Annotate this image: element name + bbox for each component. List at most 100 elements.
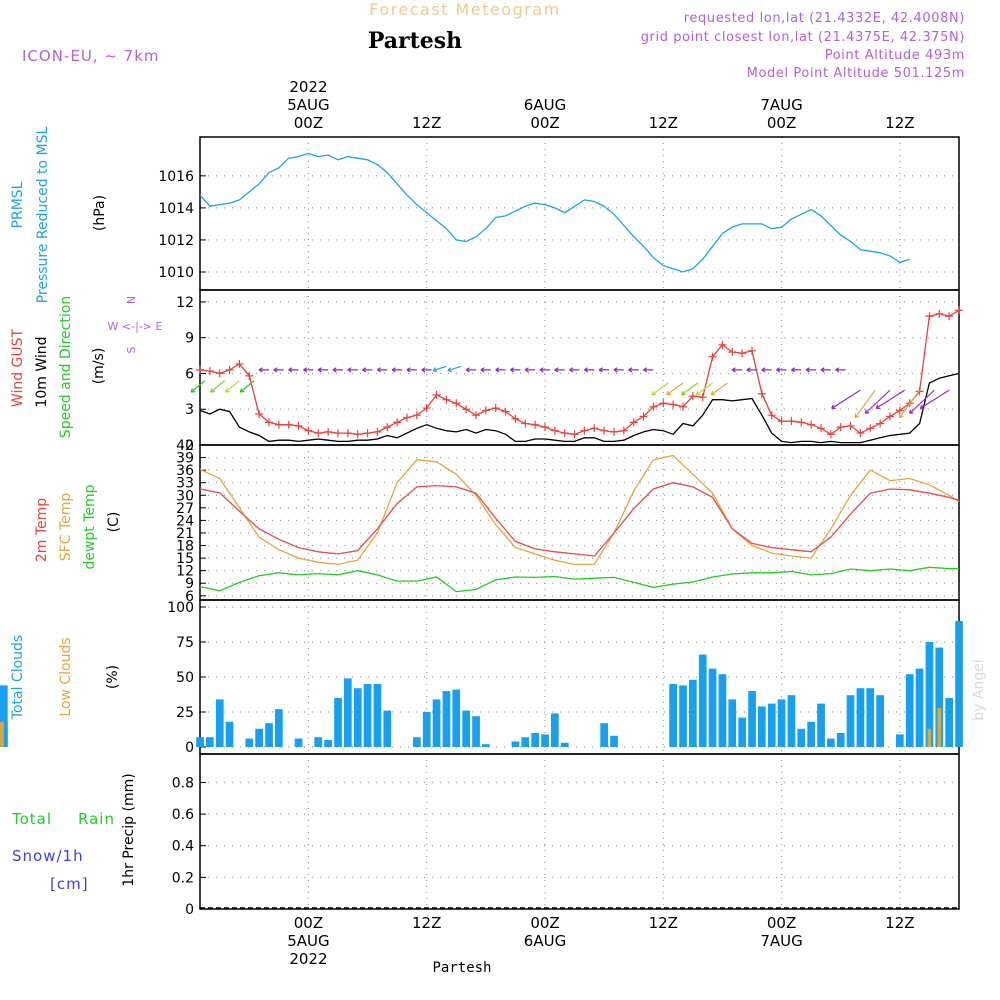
wind-direction-arrow — [317, 367, 329, 373]
wind-direction-arrow — [899, 389, 921, 419]
clouds-ytick-label: 75 — [176, 635, 194, 651]
gust-marker — [422, 404, 431, 413]
wind-direction-arrow — [854, 389, 876, 419]
gust-marker — [925, 312, 934, 321]
temperature-ytick-label: 18 — [176, 539, 194, 555]
wind-direction-arrow — [510, 367, 521, 373]
gust-marker — [748, 346, 756, 355]
total-cloud-bar — [196, 737, 204, 747]
total-cloud-bar — [334, 698, 342, 747]
wind-direction-arrow — [332, 367, 343, 373]
total-cloud-bar — [531, 733, 539, 747]
gust-label: Wind GUST — [10, 328, 26, 407]
gust-marker — [353, 430, 362, 439]
bottom-time-label: 00Z — [530, 914, 559, 932]
gust-marker — [866, 424, 875, 433]
total-cloud-bar — [422, 712, 431, 747]
total-cloud-bar — [896, 734, 904, 747]
top-time-label: 6AUG — [524, 96, 566, 114]
wind-direction-arrow — [613, 367, 624, 373]
total-cloud-bar — [0, 685, 8, 747]
total-cloud-bar — [846, 695, 855, 747]
cloud-unit-label: (%) — [105, 665, 121, 689]
total-cloud-bar — [452, 689, 461, 747]
wind-direction-arrow — [761, 367, 772, 373]
snow-label: Snow/1h — [12, 847, 84, 865]
gust-marker — [708, 352, 717, 361]
total-cloud-bar — [551, 713, 559, 747]
gust-marker — [886, 412, 894, 421]
gust-marker — [343, 429, 352, 438]
gust-marker — [196, 365, 204, 374]
precip-labels: Total Rain Snow/1h [cm] 1hr Precip (mm) — [11, 773, 137, 893]
top-time-label: 00Z — [294, 114, 323, 132]
low-cloud-bar — [927, 728, 932, 747]
temperature-ytick-label: 30 — [176, 488, 194, 504]
gust-marker — [718, 340, 727, 349]
temperature-ytick-label: 15 — [176, 551, 194, 567]
total-cloud-bar — [767, 703, 776, 747]
wind-direction-arrow — [239, 380, 255, 393]
sfc-temp-line — [199, 454, 960, 566]
gust-marker — [826, 430, 835, 439]
total-cloud-bar — [541, 734, 549, 747]
wind-direction-arrow — [225, 380, 240, 393]
gust-marker — [836, 423, 845, 432]
total-cloud-bar — [738, 717, 746, 747]
gust-marker — [245, 371, 254, 380]
precip-ytick-label: 0.8 — [172, 775, 194, 791]
wind-ytick-label: 3 — [185, 402, 194, 418]
pressure-ytick-label: 1014 — [158, 201, 194, 217]
temperature-ytick-label: 27 — [176, 501, 194, 517]
wind-labels: Wind GUST 10m Wind Speed and Direction (… — [10, 296, 162, 438]
total-cloud-bar — [876, 695, 884, 747]
total-cloud-bar — [679, 685, 687, 747]
total-cloud-bar — [600, 723, 608, 747]
gust-marker — [955, 306, 963, 315]
temperature-frame — [199, 444, 960, 601]
direction-label: Speed and Direction — [58, 296, 74, 438]
total-cloud-bar — [698, 654, 707, 747]
temperature-ytick-label: 42 — [176, 438, 194, 454]
total-cloud-bar — [225, 721, 234, 747]
meteogram-panels: 1010101210141016036912691215182124273033… — [0, 137, 963, 918]
total-cloud-bar — [294, 738, 303, 747]
model-altitude: Model Point Altitude 501.125m — [747, 66, 965, 81]
compass-north: N — [125, 296, 138, 304]
wind-direction-arrow — [643, 367, 654, 373]
top-time-label: 12Z — [412, 114, 441, 132]
bottom-time-label: 00Z — [294, 914, 323, 932]
bottom-time-label: 6AUG — [524, 932, 566, 950]
total-cloud-bar — [472, 716, 480, 747]
wind-direction-arrow — [731, 367, 743, 373]
compass-south: S — [125, 346, 138, 353]
clouds-ytick-label: 50 — [176, 670, 194, 686]
pressure-frame — [199, 136, 960, 291]
gust-marker — [728, 348, 737, 356]
pressure-ytick-label: 1010 — [158, 265, 194, 281]
gust-marker — [629, 418, 638, 427]
low-clouds-label: Low Clouds — [58, 637, 74, 716]
precip-rain-label: Rain — [78, 810, 115, 828]
gust-marker — [807, 420, 816, 429]
station-title: Partesh — [368, 28, 462, 54]
wind-ytick-label: 12 — [176, 295, 194, 311]
clouds-ytick-label: 0 — [185, 740, 194, 756]
total-cloud-bar — [708, 668, 717, 747]
pressure-ytick-label: 1016 — [158, 169, 194, 185]
gust-marker — [600, 426, 609, 435]
gust-marker — [255, 410, 264, 418]
gust-marker — [294, 421, 303, 430]
pressure-unit-label: (hPa) — [92, 195, 108, 231]
total-cloud-bar — [905, 674, 914, 747]
precip-total-label: Total — [11, 810, 52, 828]
temperature-ytick-label: 21 — [176, 526, 194, 542]
gust-marker — [876, 419, 885, 428]
wind-direction-arrow — [909, 389, 935, 414]
clouds-ytick-label: 100 — [167, 600, 194, 616]
clouds-ytick-label: 25 — [176, 705, 194, 721]
wind-direction-arrow — [495, 367, 506, 373]
gust-marker — [373, 427, 382, 436]
